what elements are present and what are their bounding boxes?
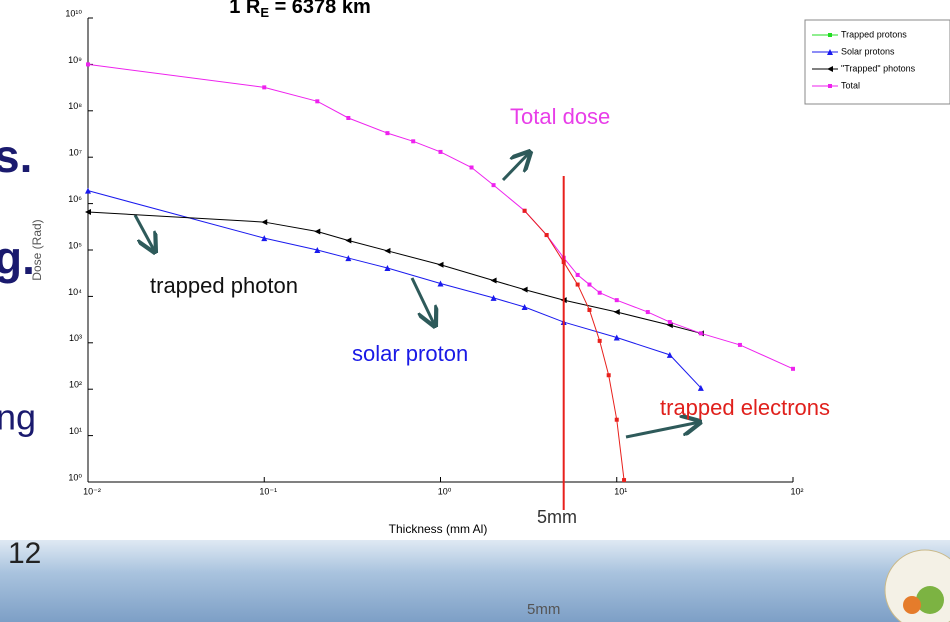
point: [522, 287, 528, 293]
point: [438, 262, 444, 268]
point: [86, 62, 90, 66]
point: [598, 339, 602, 343]
point: [587, 308, 591, 312]
y-tick-label: 10⁷: [69, 148, 82, 158]
y-tick-label: 10⁹: [68, 55, 82, 65]
point: [385, 131, 389, 135]
page-number: 12: [8, 537, 41, 570]
point: [576, 283, 580, 287]
legend-label: Trapped protons: [841, 29, 907, 39]
x-tick-label: 10⁻²: [83, 486, 101, 496]
series-line: [88, 64, 793, 368]
legend-marker: [828, 33, 832, 37]
point: [345, 255, 351, 261]
slide-text: ng: [0, 397, 36, 438]
legend-marker: [828, 84, 832, 88]
point: [411, 139, 415, 143]
chart-title: 1 RE = 6378 km: [229, 0, 371, 20]
point: [491, 295, 497, 301]
point: [384, 265, 390, 271]
point: [699, 331, 703, 335]
y-tick-label: 10⁶: [68, 194, 82, 204]
annotation: trapped electrons: [660, 395, 830, 420]
slide: 1 RE = 6378 km s. g. ng 12 5mm Thickness…: [0, 0, 950, 622]
y-tick-label: 10⁸: [68, 101, 82, 111]
point: [439, 150, 443, 154]
point: [576, 273, 580, 277]
point: [470, 165, 474, 169]
reference-label: 5mm: [537, 507, 577, 527]
point: [587, 283, 591, 287]
legend-label: Total: [841, 80, 860, 90]
point: [607, 373, 611, 377]
point: [791, 367, 795, 371]
point: [438, 280, 444, 286]
point: [545, 233, 549, 237]
y-tick-label: 10³: [69, 333, 82, 343]
y-axis-label: Dose (Rad): [30, 219, 44, 280]
point: [668, 320, 672, 324]
point: [345, 238, 351, 244]
x-tick-label: 10¹: [614, 486, 627, 496]
point: [738, 343, 742, 347]
point: [384, 248, 390, 254]
point: [261, 219, 267, 225]
point: [615, 298, 619, 302]
point: [622, 478, 626, 482]
footer-band: [0, 540, 950, 622]
y-tick-label: 10¹⁰: [65, 8, 82, 18]
point: [614, 309, 620, 315]
annotation: Total dose: [510, 104, 610, 129]
point: [491, 278, 497, 284]
y-tick-label: 10²: [69, 380, 82, 390]
x-tick-label: 10²: [790, 486, 803, 496]
y-tick-label: 10⁴: [68, 287, 82, 297]
legend-label: "Trapped" photons: [841, 63, 916, 73]
footer-text: 5mm: [527, 601, 560, 618]
point: [646, 310, 650, 314]
point: [85, 188, 91, 194]
point: [667, 352, 673, 358]
point: [346, 116, 350, 120]
point: [262, 85, 266, 89]
y-tick-label: 10⁵: [68, 240, 82, 250]
point: [614, 335, 620, 341]
x-tick-label: 10⁰: [438, 486, 452, 496]
point: [314, 229, 320, 235]
x-tick-label: 10⁻¹: [259, 486, 277, 496]
annotation: solar proton: [352, 341, 468, 366]
point: [522, 304, 528, 310]
x-axis-label: Thickness (mm Al): [389, 522, 488, 536]
y-tick-label: 10¹: [69, 426, 82, 436]
annotation: trapped photon: [150, 273, 298, 298]
legend-label: Solar protons: [841, 46, 895, 56]
y-tick-label: 10⁰: [68, 472, 82, 482]
series-line: [525, 211, 624, 480]
point: [523, 209, 527, 213]
point: [492, 183, 496, 187]
point: [598, 291, 602, 295]
point: [615, 418, 619, 422]
point: [315, 99, 319, 103]
slide-text: s.: [0, 130, 32, 182]
